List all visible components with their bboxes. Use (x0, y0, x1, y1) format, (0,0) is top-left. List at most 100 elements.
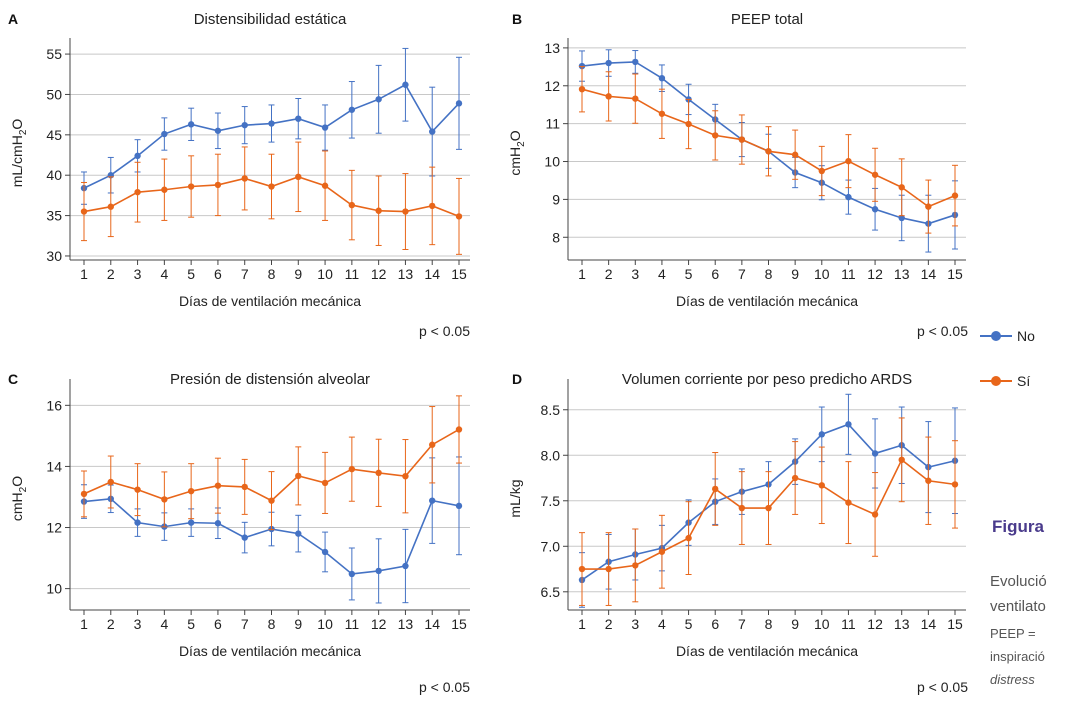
legend-item-no: No (980, 328, 1035, 344)
data-point (214, 520, 222, 527)
data-point (375, 96, 382, 103)
y-tick-label: 50 (46, 86, 62, 102)
data-point (348, 465, 356, 473)
y-axis-label: mL/kg (507, 479, 523, 517)
data-point (402, 562, 409, 570)
panel-title: Distensibilidad estática (194, 11, 347, 28)
p-value: p < 0.05 (419, 679, 470, 695)
panel-title: PEEP total (731, 11, 803, 28)
x-tick-label: 1 (80, 616, 88, 632)
y-tick-label: 8.5 (541, 402, 561, 418)
x-tick-label: 14 (921, 266, 937, 282)
x-tick-label: 9 (294, 616, 302, 632)
y-axis-label: cmH2O (507, 130, 527, 175)
data-point (455, 213, 463, 220)
data-point (898, 456, 905, 464)
x-tick-label: 5 (685, 616, 693, 632)
y-tick-label: 45 (46, 127, 62, 143)
y-axis-label: mL/cmH2O (9, 119, 29, 188)
x-tick-label: 8 (765, 616, 773, 632)
x-tick-label: 12 (371, 266, 387, 282)
data-point (658, 74, 666, 82)
data-point (241, 175, 248, 182)
data-point (658, 110, 666, 117)
p-value: p < 0.05 (917, 679, 968, 695)
data-point (107, 203, 114, 210)
x-tick-label: 12 (867, 266, 883, 282)
data-point (187, 487, 195, 495)
y-tick-label: 12 (46, 520, 62, 536)
y-tick-label: 8 (552, 229, 560, 245)
x-tick-label: 8 (765, 266, 773, 282)
x-tick-label: 10 (814, 616, 830, 632)
x-tick-label: 10 (317, 616, 333, 632)
x-tick-label: 7 (241, 616, 249, 632)
x-tick-label: 11 (841, 266, 856, 282)
x-tick-label: 7 (738, 616, 746, 632)
data-point (268, 497, 275, 504)
data-point (845, 157, 852, 165)
series-si (578, 417, 959, 606)
x-tick-label: 14 (921, 616, 937, 632)
data-point (241, 534, 248, 541)
data-point (134, 486, 141, 493)
x-tick-label: 9 (791, 266, 799, 282)
x-tick-label: 1 (578, 266, 586, 282)
data-point (187, 121, 195, 128)
y-tick-label: 10 (46, 581, 62, 597)
x-tick-label: 14 (424, 616, 440, 632)
data-point (375, 469, 382, 477)
x-tick-label: 15 (947, 616, 963, 632)
y-axis-label: cmH2O (9, 476, 29, 521)
data-point (871, 511, 879, 518)
data-point (632, 95, 639, 102)
x-tick-label: 12 (867, 616, 883, 632)
data-point (295, 115, 302, 122)
x-tick-label: 13 (894, 616, 910, 632)
x-tick-label: 1 (578, 616, 586, 632)
data-point (107, 478, 114, 486)
data-point (791, 474, 799, 482)
data-point (791, 151, 799, 158)
legend-label: No (1017, 328, 1035, 344)
data-point (187, 519, 195, 526)
data-point (765, 148, 772, 155)
data-point (241, 483, 248, 491)
data-point (898, 214, 905, 222)
data-point (295, 173, 302, 181)
y-tick-label: 12 (544, 78, 560, 94)
data-point (605, 565, 612, 573)
x-tick-label: 4 (658, 616, 666, 632)
y-tick-label: 40 (46, 167, 62, 183)
data-point (455, 502, 463, 510)
side-caption-line-1: Evolució (990, 573, 1047, 590)
data-point (632, 562, 639, 569)
data-point (765, 504, 772, 512)
y-tick-label: 8.0 (541, 447, 561, 463)
x-tick-label: 2 (605, 616, 613, 632)
panel-letter: C (8, 371, 18, 387)
x-tick-label: 8 (268, 266, 276, 282)
data-point (605, 93, 612, 100)
data-point (845, 421, 852, 428)
y-tick-label: 35 (46, 208, 62, 224)
data-point (161, 186, 168, 193)
series-no (80, 456, 463, 604)
x-tick-label: 3 (631, 616, 639, 632)
x-tick-label: 9 (294, 266, 302, 282)
x-axis-label: Días de ventilación mecánica (676, 293, 858, 309)
data-point (712, 485, 719, 493)
data-point (375, 567, 382, 575)
data-point (951, 192, 959, 199)
x-tick-label: 4 (160, 616, 168, 632)
x-tick-label: 4 (658, 266, 666, 282)
x-tick-label: 11 (345, 266, 360, 282)
data-point (685, 534, 692, 542)
data-point (241, 121, 248, 129)
x-tick-label: 2 (605, 266, 613, 282)
x-axis-label: Días de ventilación mecánica (676, 643, 858, 659)
data-point (348, 570, 356, 578)
series-si (80, 141, 463, 255)
data-point (429, 202, 436, 210)
